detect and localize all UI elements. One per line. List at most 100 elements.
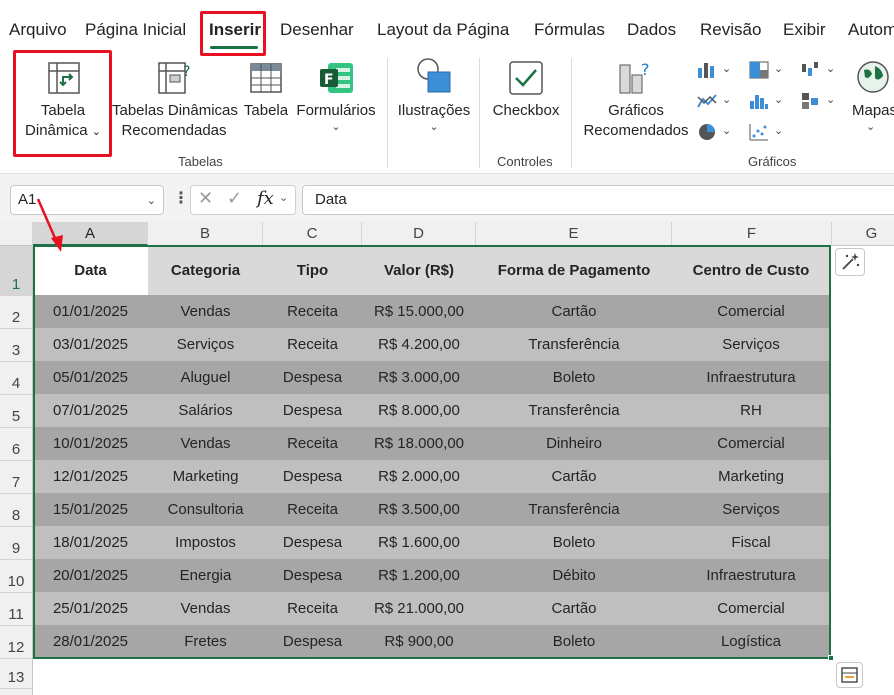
cell-data[interactable]: 03/01/2025 [52,336,129,353]
row-header-12[interactable]: 12 [0,626,32,659]
cell-centro-de-custo[interactable]: Logística [720,633,782,650]
cell-valor[interactable]: R$ 1.600,00 [378,534,460,551]
cell-valor[interactable]: R$ 8.000,00 [378,402,460,419]
fill-handle[interactable] [828,655,834,661]
cell-tipo[interactable]: Receita [287,336,338,353]
cell-forma-de-pagamento[interactable]: Cartão [551,600,597,617]
row-header-1[interactable]: 1 [0,246,32,296]
cell-valor[interactable]: R$ 4.200,00 [378,336,460,353]
column-header-d[interactable]: D [362,222,476,246]
tab-desenhar[interactable]: Desenhar [280,20,354,39]
column-header-b[interactable]: B [148,222,263,246]
tabelas-dinamicas-recomendadas-button[interactable]: ? Tabelas Dinâmicas Recomendadas [112,58,238,151]
cell-categoria[interactable]: Serviços [176,336,235,353]
cell-categoria[interactable]: Marketing [172,468,239,485]
cell-centro-de-custo[interactable]: Infraestrutura [706,567,796,584]
cell-forma-de-pagamento[interactable]: Transferência [528,402,620,419]
tab-formulas[interactable]: Fórmulas [534,20,605,39]
chevron-down-icon[interactable]: ⌄ [146,195,156,207]
cell-forma-de-pagamento[interactable]: Boleto [552,369,596,386]
column-header-e[interactable]: E [476,222,672,246]
cancel-icon[interactable]: ✕ [198,188,214,208]
waterfall-chart-icon[interactable] [800,60,822,80]
chevron-down-icon[interactable]: ⌄ [774,125,784,137]
header-cell-data[interactable]: Data [33,246,148,295]
scatter-chart-icon[interactable] [748,122,770,142]
cell-data[interactable]: 10/01/2025 [52,435,129,452]
cell-data[interactable]: 28/01/2025 [52,633,129,650]
cell-tipo[interactable]: Receita [287,435,338,452]
cell-centro-de-custo[interactable]: Infraestrutura [706,369,796,386]
column-chart-icon[interactable] [696,60,718,80]
cell-tipo[interactable]: Despesa [282,567,343,584]
select-all-corner[interactable] [0,222,33,246]
cell-tipo[interactable]: Despesa [282,468,343,485]
cell-valor[interactable]: R$ 3.000,00 [378,369,460,386]
cell-forma-de-pagamento[interactable]: Dinheiro [546,435,602,452]
checkbox-button[interactable]: Checkbox [488,58,564,151]
row-header-13[interactable]: 13 [0,659,32,689]
combo-chart-icon[interactable] [800,91,822,111]
cell-tipo[interactable]: Despesa [282,633,343,650]
chevron-down-icon[interactable]: ⌄ [722,125,732,137]
tab-automatizar[interactable]: Autom [848,20,894,39]
cell-data[interactable]: 20/01/2025 [52,567,129,584]
cell-data[interactable]: 15/01/2025 [52,501,129,518]
column-header-a[interactable]: A [33,222,148,246]
chevron-down-icon[interactable]: ⌄ [774,63,784,75]
cell-centro-de-custo[interactable]: Comercial [717,303,785,320]
confirm-icon[interactable]: ✓ [227,188,243,208]
chevron-down-icon[interactable]: ⌄ [722,63,732,75]
chevron-down-icon[interactable]: ⌄ [774,94,784,106]
row-header-8[interactable]: 8 [0,494,32,527]
cell-categoria[interactable]: Vendas [180,303,231,320]
column-header-c[interactable]: C [263,222,362,246]
cell-categoria[interactable]: Vendas [180,600,231,617]
ilustracoes-button[interactable]: Ilustrações ⌄ [394,58,474,151]
cell-data[interactable]: 01/01/2025 [52,303,129,320]
cell-forma-de-pagamento[interactable]: Cartão [551,468,597,485]
cell-data[interactable]: 18/01/2025 [52,534,129,551]
name-box[interactable]: A1 ⌄ [10,185,164,215]
cell-tipo[interactable]: Receita [287,303,338,320]
cell-categoria[interactable]: Energia [179,567,232,584]
column-header-f[interactable]: F [672,222,832,246]
cell-data[interactable]: 12/01/2025 [52,468,129,485]
cell-categoria[interactable]: Aluguel [180,369,231,386]
cell-data[interactable]: 25/01/2025 [52,600,129,617]
cell-tipo[interactable]: Receita [287,600,338,617]
graficos-recomendados-button[interactable]: ? Gráficos Recomendados [581,58,691,151]
cell-categoria[interactable]: Consultoria [167,501,244,518]
header-cell-categoria[interactable]: Categoria [170,262,241,279]
copilot-button[interactable] [835,248,865,276]
chevron-down-icon[interactable]: ⌄ [722,94,732,106]
tab-dados[interactable]: Dados [627,20,677,39]
row-header-7[interactable]: 7 [0,461,32,494]
cell-tipo[interactable]: Despesa [282,402,343,419]
cell-categoria[interactable]: Salários [178,402,233,419]
header-cell-centro-de-custo[interactable]: Centro de Custo [692,262,810,279]
cell-tipo[interactable]: Despesa [282,369,343,386]
cell-forma-de-pagamento[interactable]: Boleto [552,534,596,551]
cell-valor[interactable]: R$ 3.500,00 [378,501,460,518]
cell-centro-de-custo[interactable]: Comercial [717,600,785,617]
tab-exibir[interactable]: Exibir [783,20,826,39]
tab-revisao[interactable]: Revisão [700,20,762,39]
cell-valor[interactable]: R$ 900,00 [384,633,454,650]
chevron-down-icon[interactable]: ⌄ [826,63,836,75]
cell-valor[interactable]: R$ 15.000,00 [373,303,465,320]
chevron-down-icon[interactable]: ⌄ [826,94,836,106]
cell-categoria[interactable]: Fretes [184,633,227,650]
cell-valor[interactable]: R$ 18.000,00 [373,435,465,452]
insert-function-icon[interactable]: fx [257,188,274,209]
row-header-5[interactable]: 5 [0,395,32,428]
cell-categoria[interactable]: Impostos [175,534,236,551]
cell-forma-de-pagamento[interactable]: Transferência [528,501,620,518]
cell-valor[interactable]: R$ 1.200,00 [378,567,460,584]
tab-pagina-inicial[interactable]: Página Inicial [85,20,187,39]
cell-centro-de-custo[interactable]: Serviços [722,501,780,518]
row-header-11[interactable]: 11 [0,593,32,626]
cell-forma-de-pagamento[interactable]: Cartão [551,303,597,320]
header-cell-tipo[interactable]: Tipo [296,262,329,279]
tab-layout-da-pagina[interactable]: Layout da Página [377,20,510,39]
